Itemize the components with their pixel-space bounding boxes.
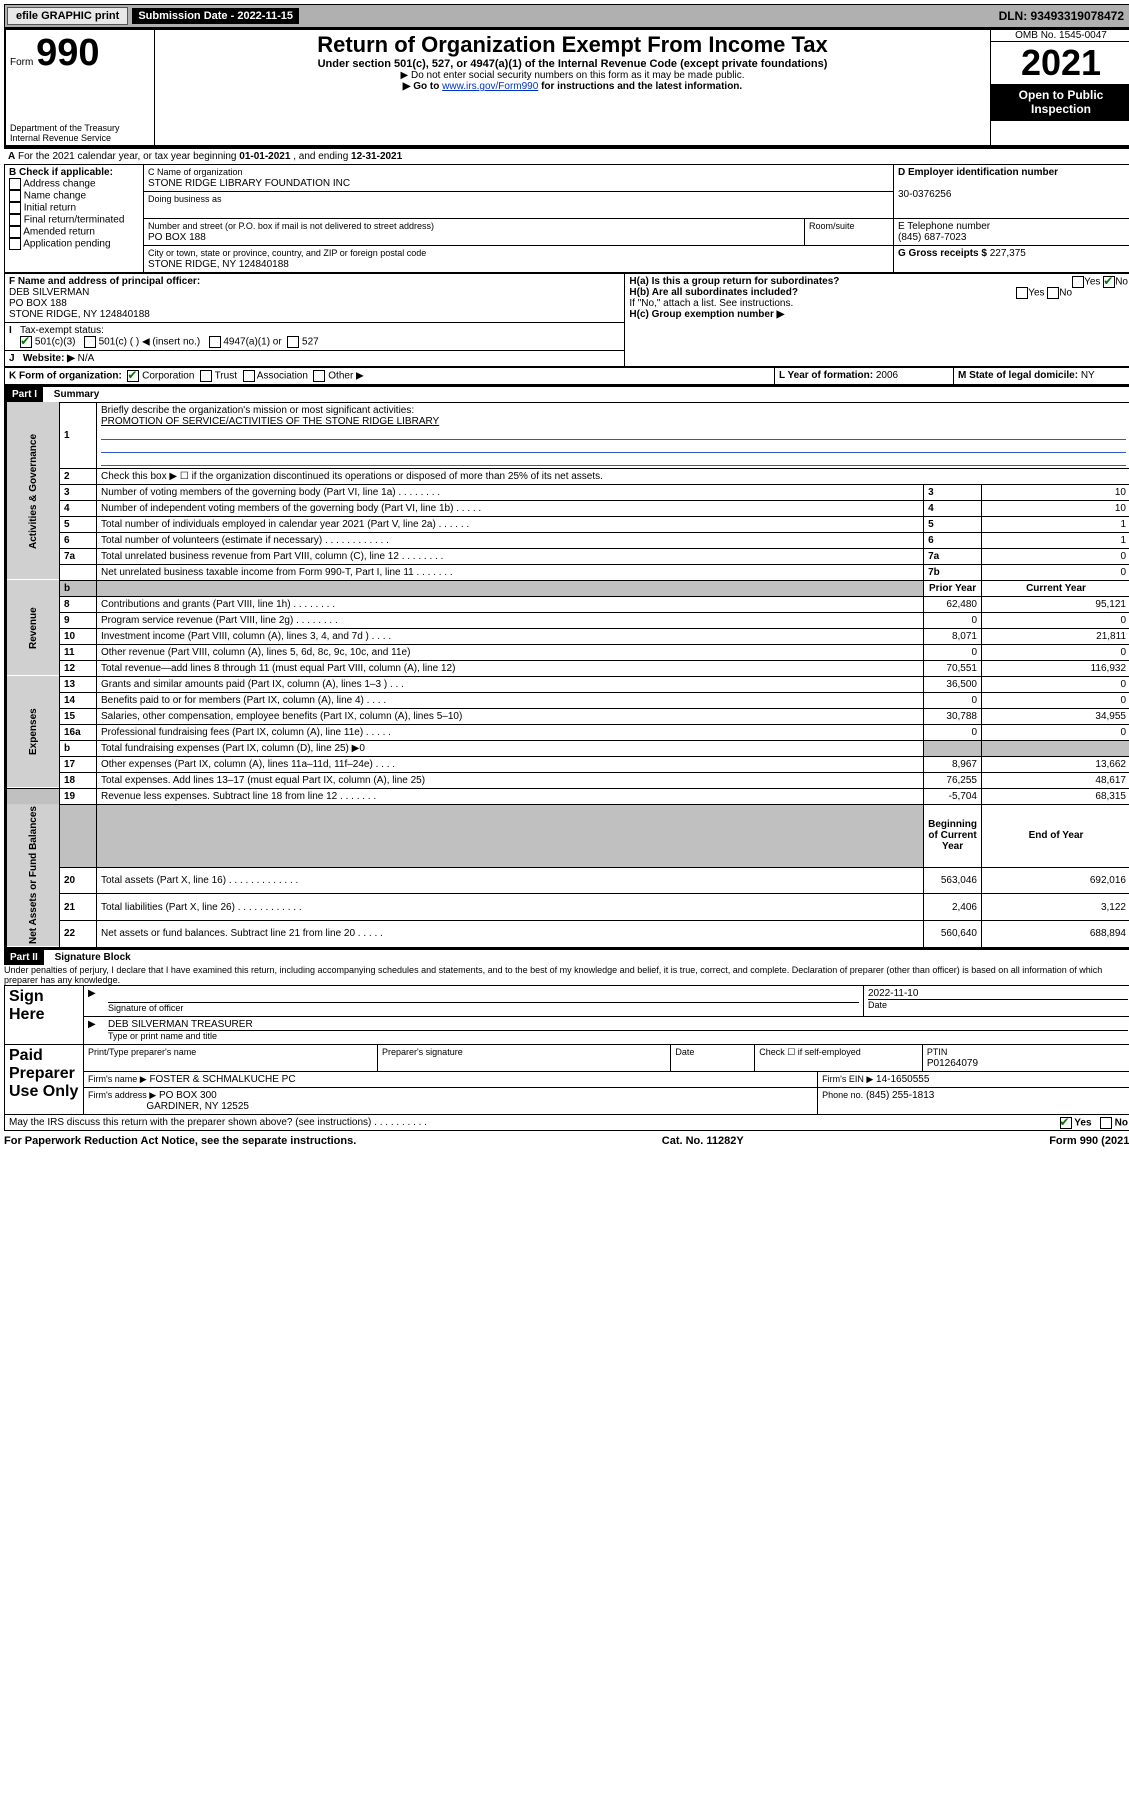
phone-value: (845) 687-7023 <box>898 232 966 243</box>
year-formation: 2006 <box>876 370 898 381</box>
sig-date-label: Date <box>868 1000 887 1010</box>
section-revenue: Revenue <box>7 580 60 676</box>
fhij-grid: F Name and address of principal officer:… <box>4 273 1129 367</box>
form-org-label: K Form of organization: <box>9 370 122 381</box>
section-netassets: Net Assets or Fund Balances <box>7 804 60 947</box>
dba-label: Doing business as <box>148 194 222 204</box>
room-label: Room/suite <box>809 221 855 231</box>
domicile-label: M State of legal domicile: <box>958 370 1078 381</box>
check-application[interactable] <box>9 238 21 250</box>
part2-title: Signature Block <box>47 952 131 963</box>
sig-officer-label: Signature of officer <box>108 1003 183 1013</box>
check-trust[interactable] <box>200 370 212 382</box>
addr-value: PO BOX 188 <box>148 232 206 243</box>
part2-header: Part II <box>4 950 44 965</box>
gross-value: 227,375 <box>990 248 1026 259</box>
form-label: Form <box>10 57 33 68</box>
sign-here-label: Sign Here <box>9 988 45 1023</box>
check-amended[interactable] <box>9 226 21 238</box>
addr-label: Number and street (or P.O. box if mail i… <box>148 221 434 231</box>
check-address-change[interactable] <box>9 178 21 190</box>
sig-date-value: 2022-11-10 <box>868 988 1128 1000</box>
signature-table: Sign Here ▶ Signature of officer 2022-11… <box>4 985 1129 1115</box>
part1-table: Activities & Governance 1 Briefly descri… <box>6 402 1129 948</box>
info-grid: B Check if applicable: Address change Na… <box>4 164 1129 273</box>
part1-title: Summary <box>46 389 100 400</box>
city-label: City or town, state or province, country… <box>148 248 426 258</box>
efile-button[interactable]: efile GRAPHIC print <box>7 7 128 25</box>
check-501c[interactable] <box>84 336 96 348</box>
instr-ssn: ▶ Do not enter social security numbers o… <box>159 70 986 81</box>
ein-label: D Employer identification number <box>898 167 1058 178</box>
discuss-row: May the IRS discuss this return with the… <box>4 1115 1129 1131</box>
dept-label: Department of the Treasury <box>10 123 120 133</box>
check-4947[interactable] <box>209 336 221 348</box>
paid-preparer-label: Paid Preparer Use Only <box>9 1047 78 1100</box>
klm-row: K Form of organization: Corporation Trus… <box>4 367 1129 385</box>
gross-label: G Gross receipts $ <box>898 248 987 259</box>
cat-no: Cat. No. 11282Y <box>662 1135 744 1147</box>
dln: DLN: 93493319078472 <box>999 9 1129 23</box>
line2: Check this box ▶ ☐ if the organization d… <box>97 468 1129 484</box>
irs-link[interactable]: www.irs.gov/Form990 <box>442 81 538 92</box>
hc-label: H(c) Group exemption number ▶ <box>629 309 784 320</box>
year-formation-label: L Year of formation: <box>779 370 873 381</box>
check-initial-return[interactable] <box>9 202 21 214</box>
ha-yes[interactable] <box>1072 276 1084 288</box>
ha-label: H(a) Is this a group return for subordin… <box>629 276 839 287</box>
period-row: A For the 2021 calendar year, or tax yea… <box>4 147 1129 164</box>
discuss-yes[interactable] <box>1060 1117 1072 1129</box>
check-final-return[interactable] <box>9 214 21 226</box>
perjury-statement: Under penalties of perjury, I declare th… <box>4 965 1129 985</box>
tax-year: 2021 <box>991 42 1129 84</box>
check-assoc[interactable] <box>243 370 255 382</box>
org-name: STONE RIDGE LIBRARY FOUNDATION INC <box>148 178 350 189</box>
part1-header: Part I <box>6 387 43 402</box>
officer-addr2: STONE RIDGE, NY 124840188 <box>9 309 150 320</box>
open-inspection: Open to Public Inspection <box>991 84 1129 120</box>
omb-number: OMB No. 1545-0047 <box>991 30 1129 42</box>
page-footer: For Paperwork Reduction Act Notice, see … <box>4 1131 1129 1147</box>
instr-link: ▶ Go to www.irs.gov/Form990 for instruct… <box>159 81 986 92</box>
form-subtitle: Under section 501(c), 527, or 4947(a)(1)… <box>159 58 986 70</box>
section-governance: Activities & Governance <box>7 402 60 580</box>
org-name-label: C Name of organization <box>148 167 243 177</box>
check-other[interactable] <box>313 370 325 382</box>
ein-value: 30-0376256 <box>898 189 951 200</box>
officer-name: DEB SILVERMAN <box>9 287 89 298</box>
website-label: Website: ▶ <box>23 353 75 364</box>
check-name-change[interactable] <box>9 190 21 202</box>
hb-yes[interactable] <box>1016 287 1028 299</box>
ha-no[interactable] <box>1103 276 1115 288</box>
officer-addr1: PO BOX 188 <box>9 298 67 309</box>
line1-text: PROMOTION OF SERVICE/ACTIVITIES OF THE S… <box>101 416 439 427</box>
tax-status-label: Tax-exempt status: <box>20 325 104 336</box>
box-b-label: B Check if applicable: <box>9 167 113 178</box>
section-expenses: Expenses <box>7 676 60 788</box>
part1: Part I Summary Activities & Governance 1… <box>4 385 1129 950</box>
city-value: STONE RIDGE, NY 124840188 <box>148 259 289 270</box>
top-bar: efile GRAPHIC print Submission Date - 20… <box>4 4 1129 28</box>
submission-date: Submission Date - 2022-11-15 <box>132 8 299 24</box>
hb-no[interactable] <box>1047 287 1059 299</box>
officer-printed-label: Type or print name and title <box>108 1031 217 1041</box>
form-title: Return of Organization Exempt From Incom… <box>159 32 986 58</box>
website-value: N/A <box>78 353 95 364</box>
form-number: 990 <box>36 32 99 74</box>
officer-label: F Name and address of principal officer: <box>9 276 200 287</box>
discuss-no[interactable] <box>1100 1117 1112 1129</box>
phone-label: E Telephone number <box>898 221 990 232</box>
domicile: NY <box>1081 370 1095 381</box>
check-corp[interactable] <box>127 370 139 382</box>
officer-printed: DEB SILVERMAN TREASURER <box>108 1019 1128 1031</box>
check-527[interactable] <box>287 336 299 348</box>
form-ref: Form 990 (2021) <box>1049 1135 1129 1147</box>
form-header: Form 990 Return of Organization Exempt F… <box>4 28 1129 147</box>
hb-label: H(b) Are all subordinates included? <box>629 287 798 298</box>
check-501c3[interactable] <box>20 336 32 348</box>
irs-label: Internal Revenue Service <box>10 133 111 143</box>
hb-note: If "No," attach a list. See instructions… <box>629 298 1128 309</box>
pra-notice: For Paperwork Reduction Act Notice, see … <box>4 1135 356 1147</box>
line1-label: Briefly describe the organization's miss… <box>101 405 414 416</box>
